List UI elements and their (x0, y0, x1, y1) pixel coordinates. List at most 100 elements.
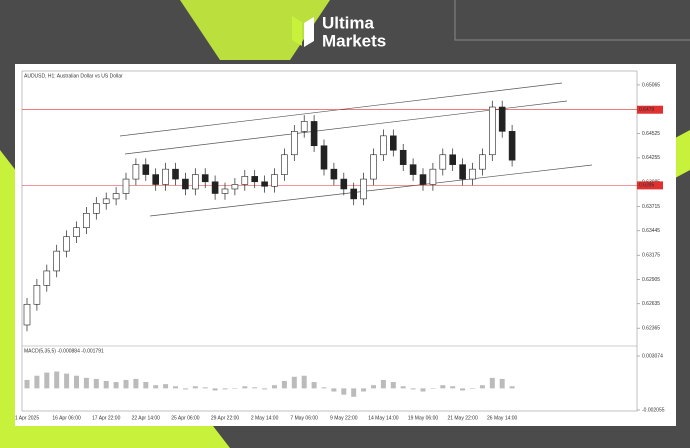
candle-body (63, 236, 70, 252)
indicator-bar (113, 382, 119, 389)
candle-body (83, 213, 90, 229)
indicator-title: MACD(5,35,5) -0.000884 -0.001791 (24, 348, 104, 354)
y-tick-label: 0.63715 (642, 204, 660, 210)
logo-mark (304, 17, 314, 47)
candle-body (300, 121, 308, 132)
x-tick-label: 17 Apr 22:00 (92, 415, 121, 421)
candle-body (488, 106, 496, 156)
brand-name: Markets (322, 31, 386, 50)
candle-body (439, 154, 447, 170)
indicator-bar (489, 377, 495, 389)
candle-body (251, 176, 258, 183)
indicator-bar (222, 388, 228, 390)
indicator-bar (242, 386, 248, 389)
indicator-bar (390, 382, 396, 389)
x-tick-label: 7 May 06:00 (290, 415, 318, 421)
candle-body (23, 303, 31, 326)
indicator-bar (123, 379, 129, 389)
y-tick-label: -0.002055 (642, 407, 665, 413)
candle-body (310, 121, 318, 147)
indicator-bar (341, 388, 347, 395)
indicator-bar (252, 387, 258, 389)
logo-mark (292, 16, 302, 46)
brand-name: Ultima (322, 13, 375, 32)
candle-body (112, 193, 120, 200)
y-tick-label: 0.65065 (642, 82, 660, 88)
candle-body (102, 198, 110, 204)
candle-body (221, 188, 229, 194)
indicator-bar (262, 388, 268, 390)
y-tick-label: 0.62905 (642, 277, 660, 283)
indicator-bar (450, 386, 456, 389)
candle-body (73, 227, 80, 238)
candle-body (419, 174, 427, 185)
candle-body (211, 181, 219, 194)
indicator-bar (212, 388, 218, 391)
indicator-bar (301, 375, 307, 389)
indicator-bar (420, 388, 426, 392)
indicator-bar (479, 385, 485, 389)
candle-body (53, 250, 61, 272)
candle-body (350, 188, 358, 200)
level-label: 0.6395 (639, 183, 655, 189)
indicator-bar (499, 378, 505, 389)
candle-body (93, 203, 100, 214)
candle-body (162, 168, 169, 185)
candle-body (132, 164, 140, 180)
y-tick-label: 0.003074 (642, 353, 663, 359)
decor-line (454, 0, 690, 41)
x-tick-label: 14 May 14:00 (368, 415, 399, 421)
y-tick-label: 0.63445 (642, 228, 660, 234)
indicator-bar (361, 388, 367, 392)
y-tick-label: 0.62635 (642, 301, 660, 307)
chart-panel (15, 64, 676, 426)
trend-line (149, 164, 593, 217)
candle-body (498, 106, 506, 132)
y-tick-label: 0.64255 (642, 155, 660, 161)
candle-body (360, 178, 367, 200)
candle-body (142, 164, 150, 175)
logo: Ultima Markets (292, 13, 386, 50)
indicator-bar (163, 384, 169, 389)
indicator-bar (281, 380, 287, 389)
candle-body (290, 131, 298, 156)
y-tick-label: 0.64525 (642, 131, 660, 137)
candle-body (449, 154, 457, 165)
x-tick-label: 22 Apr 14:00 (132, 415, 161, 421)
accent-shape (180, 0, 330, 60)
indicator-bar (232, 388, 238, 389)
candle-body (182, 178, 189, 190)
indicator-bar (371, 385, 376, 389)
indicator-bar (54, 371, 60, 389)
candle-body (330, 168, 338, 180)
indicator-bar (143, 382, 149, 389)
candle-body (172, 168, 179, 180)
indicator-bar (311, 382, 317, 389)
candle-body (192, 174, 199, 190)
candle-body (271, 174, 278, 187)
indicator-bar (153, 385, 159, 389)
chart-title: AUDUSD, H1: Australian Dollar vs US Doll… (24, 73, 123, 79)
candle-body (33, 285, 41, 305)
x-tick-label: 9 May 22:00 (330, 415, 358, 421)
indicator-bar (133, 378, 139, 389)
candle-body (231, 184, 239, 190)
indicator-bar (410, 388, 416, 390)
indicator-bar (291, 376, 297, 389)
plot: 0.650650.647950.645250.642550.639850.637… (15, 82, 665, 421)
candle-body (469, 168, 476, 180)
x-tick-label: 19 May 06:00 (408, 415, 439, 421)
indicator-bar (400, 386, 406, 389)
plot-frame (21, 70, 638, 412)
candle-body (241, 176, 249, 185)
x-tick-label: 29 Apr 22:00 (211, 415, 240, 421)
indicator-bar (83, 377, 89, 389)
indicator-bar (351, 388, 357, 397)
candle-body (459, 164, 466, 180)
indicator-bar (272, 385, 277, 389)
indicator-bar (509, 386, 515, 389)
candle-body (152, 174, 159, 185)
indicator-bar (173, 386, 178, 389)
